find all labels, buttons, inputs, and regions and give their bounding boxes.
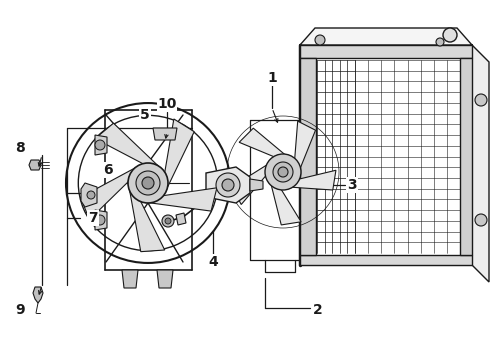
Polygon shape [165,119,194,188]
Circle shape [315,35,325,45]
Text: 4: 4 [208,255,218,269]
Text: 10: 10 [157,97,177,111]
Circle shape [222,179,234,191]
Polygon shape [95,210,107,230]
Polygon shape [81,183,97,207]
Polygon shape [300,58,316,255]
Circle shape [273,162,293,182]
Circle shape [165,218,171,224]
Text: 1: 1 [267,71,277,85]
Polygon shape [300,45,472,58]
Polygon shape [232,162,271,204]
Circle shape [87,191,95,199]
Polygon shape [286,170,336,190]
Polygon shape [153,128,177,140]
Polygon shape [95,135,107,155]
Polygon shape [80,167,136,220]
Circle shape [95,140,105,150]
Circle shape [475,94,487,106]
Polygon shape [294,121,316,174]
Polygon shape [300,255,472,265]
Circle shape [142,177,154,189]
Polygon shape [129,190,165,252]
Circle shape [278,167,288,177]
Circle shape [136,171,160,195]
Polygon shape [472,45,489,282]
Circle shape [475,214,487,226]
Circle shape [95,215,105,225]
Polygon shape [250,179,263,191]
Text: 8: 8 [15,141,25,155]
Circle shape [216,173,240,197]
Circle shape [265,154,301,190]
Polygon shape [239,128,289,158]
Polygon shape [95,123,159,167]
Polygon shape [300,28,472,45]
Polygon shape [33,287,43,303]
Polygon shape [148,188,217,211]
Circle shape [128,163,168,203]
Text: 5: 5 [140,108,150,122]
Polygon shape [176,213,186,225]
Polygon shape [460,58,472,255]
Circle shape [443,28,457,42]
Polygon shape [29,160,41,170]
Text: 3: 3 [347,178,357,192]
Circle shape [162,215,174,227]
Circle shape [436,38,444,46]
Text: 6: 6 [103,163,113,177]
Polygon shape [206,167,250,203]
Text: 7: 7 [88,211,98,225]
Polygon shape [122,270,138,288]
Polygon shape [157,270,173,288]
Text: 2: 2 [313,303,323,317]
Text: 9: 9 [15,303,25,317]
Polygon shape [270,180,301,225]
